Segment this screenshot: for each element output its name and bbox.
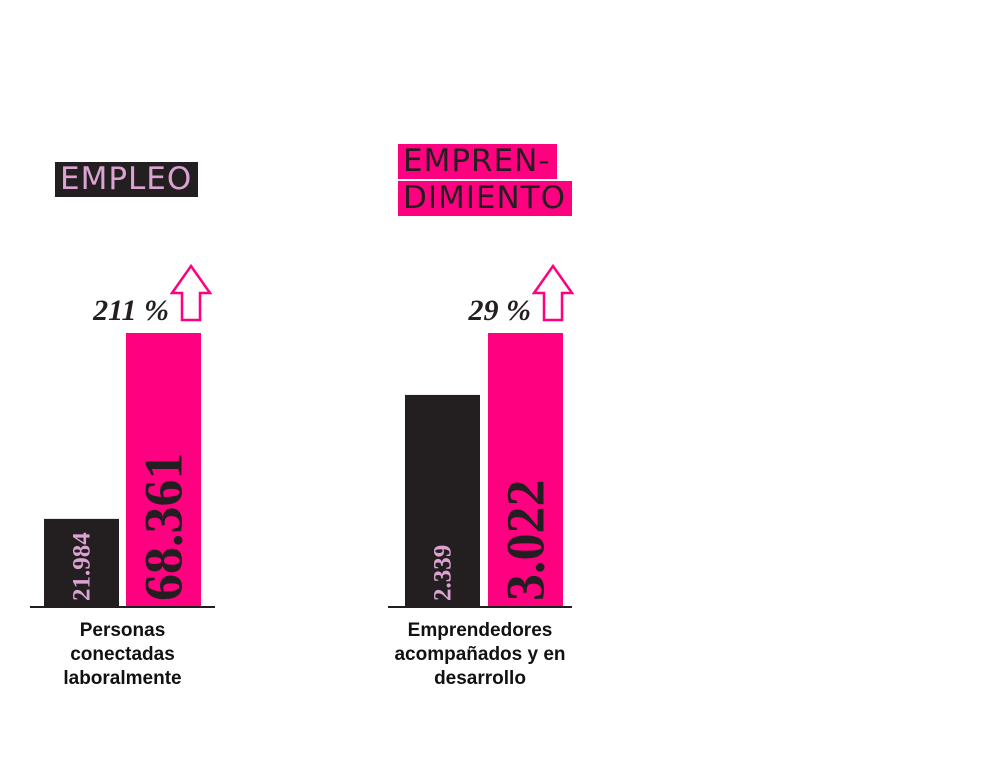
growth-label: 29 % [468,294,532,327]
bar [44,518,119,607]
value-label: 2.339 [430,545,457,601]
value-label: 3.022 [496,480,556,602]
bar [488,333,563,607]
growth-arrow [169,263,213,322]
bar [405,394,480,607]
bar [126,333,201,607]
value-label: 68.361 [134,453,194,602]
x-axis-label: Personas conectadas laboralmente [63,620,182,689]
growth-label: 211 % [92,294,169,327]
value-label: 21.984 [69,532,96,601]
chart-title: EMPREN- [398,144,557,179]
chart-title: DIMIENTO [398,181,573,216]
growth-arrow [531,263,575,322]
chart-title: EMPLEO [55,162,199,197]
x-axis-label: Emprendedores acompañados y en desarroll… [394,620,566,689]
